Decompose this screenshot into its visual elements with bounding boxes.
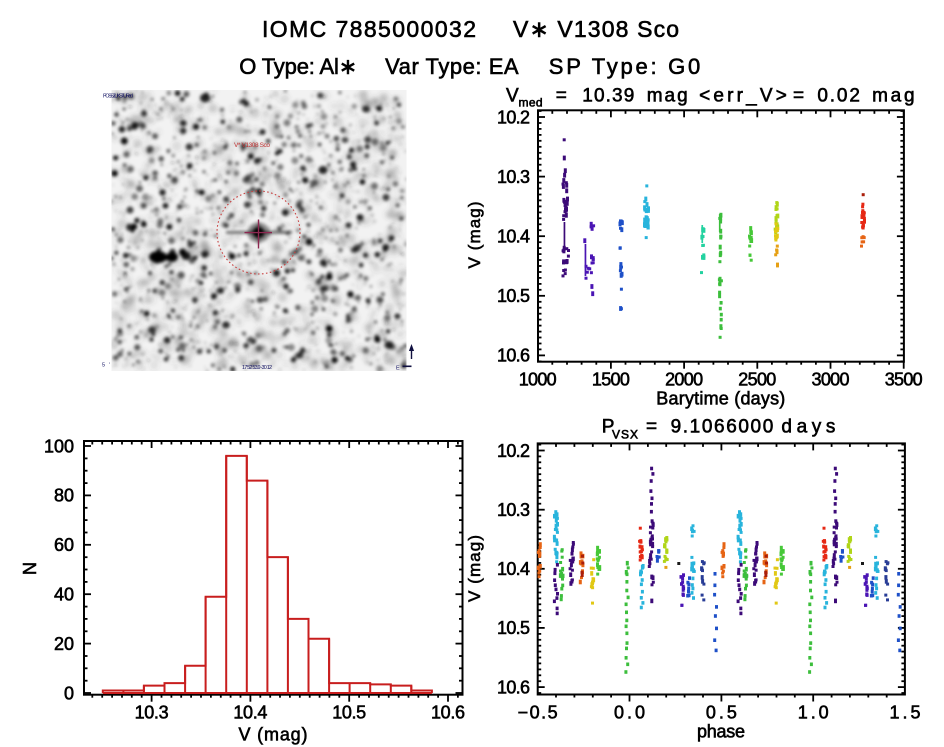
svg-text:Var Type: EA: Var Type: EA bbox=[385, 54, 519, 79]
svg-text:3500: 3500 bbox=[885, 370, 923, 390]
svg-text:17 52 53.9 -30 12: 17 52 53.9 -30 12 bbox=[242, 365, 272, 371]
svg-text:SP Type: G0: SP Type: G0 bbox=[549, 54, 701, 79]
svg-text:V* V1308 Sco: V* V1308 Sco bbox=[234, 142, 270, 149]
svg-text:1500: 1500 bbox=[592, 370, 630, 390]
svg-text:Barytime (days): Barytime (days) bbox=[656, 389, 785, 409]
svg-text:10.4: 10.4 bbox=[497, 227, 530, 247]
svg-text:10.4: 10.4 bbox=[497, 559, 530, 579]
svg-text:=: = bbox=[793, 86, 804, 107]
svg-text:mag: mag bbox=[872, 86, 915, 107]
svg-text:10.2: 10.2 bbox=[497, 107, 530, 127]
svg-text:VSX: VSX bbox=[612, 428, 638, 442]
svg-text:IOMC 7885000032: IOMC 7885000032 bbox=[262, 16, 476, 42]
svg-text:=: = bbox=[556, 86, 567, 107]
svg-text:60: 60 bbox=[54, 535, 74, 555]
svg-text:10.6: 10.6 bbox=[497, 677, 530, 697]
svg-text:0.0: 0.0 bbox=[614, 702, 645, 722]
svg-text:10.6: 10.6 bbox=[431, 703, 465, 723]
svg-text:10.3: 10.3 bbox=[497, 167, 530, 187]
svg-text:9.1066000: 9.1066000 bbox=[671, 417, 774, 438]
svg-text:V (mag): V (mag) bbox=[465, 535, 484, 602]
svg-text:40: 40 bbox=[54, 585, 74, 605]
svg-text:2500: 2500 bbox=[738, 370, 776, 390]
svg-text:POSS2/UKSTU Red: POSS2/UKSTU Red bbox=[103, 94, 133, 100]
svg-text:E: E bbox=[396, 366, 400, 372]
svg-text:V∗ V1308 Sco: V∗ V1308 Sco bbox=[513, 16, 679, 42]
svg-text:phase: phase bbox=[697, 722, 745, 742]
svg-text:10.3: 10.3 bbox=[135, 703, 169, 723]
svg-text:V (mag): V (mag) bbox=[465, 202, 484, 269]
svg-text:10.5: 10.5 bbox=[497, 618, 530, 638]
svg-text:−0.5: −0.5 bbox=[518, 702, 558, 722]
svg-text:V (mag): V (mag) bbox=[239, 725, 308, 745]
svg-text:med: med bbox=[519, 96, 543, 110]
svg-text:10.39: 10.39 bbox=[582, 86, 634, 107]
svg-text:1.5: 1.5 bbox=[890, 702, 921, 722]
svg-text:10.4: 10.4 bbox=[233, 703, 267, 723]
svg-text:3000: 3000 bbox=[812, 370, 850, 390]
svg-text:10.5: 10.5 bbox=[332, 703, 366, 723]
svg-text:0: 0 bbox=[64, 683, 74, 703]
svg-text:80: 80 bbox=[54, 486, 74, 506]
svg-text:=: = bbox=[646, 417, 657, 438]
svg-text:10.6: 10.6 bbox=[497, 346, 530, 366]
svg-text:0.5: 0.5 bbox=[706, 702, 737, 722]
svg-text:100: 100 bbox=[44, 436, 74, 456]
svg-text:10.3: 10.3 bbox=[497, 500, 530, 520]
svg-text:mag: mag bbox=[647, 86, 688, 107]
svg-text:10.5: 10.5 bbox=[497, 286, 530, 306]
svg-text:O Type: Al∗: O Type: Al∗ bbox=[239, 54, 357, 79]
svg-text:V: V bbox=[506, 86, 519, 107]
svg-text:0.02: 0.02 bbox=[817, 86, 860, 107]
svg-text:10.2: 10.2 bbox=[497, 441, 530, 461]
svg-text:1.0: 1.0 bbox=[798, 702, 829, 722]
svg-text:P: P bbox=[602, 417, 615, 438]
svg-text:1000: 1000 bbox=[519, 370, 557, 390]
svg-text:2000: 2000 bbox=[665, 370, 703, 390]
svg-text:N: N bbox=[20, 562, 40, 575]
svg-text:20: 20 bbox=[54, 634, 74, 654]
